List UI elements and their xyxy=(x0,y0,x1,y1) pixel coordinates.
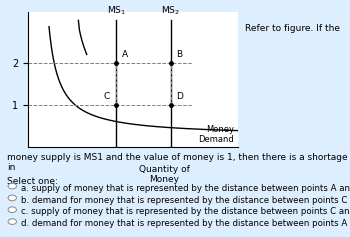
Text: money supply is MS1 and the value of money is 1, then there is a shortage in: money supply is MS1 and the value of mon… xyxy=(7,153,348,172)
Text: MS$_1$: MS$_1$ xyxy=(107,5,126,17)
Text: d. demand for money that is represented by the distance between points A and C.: d. demand for money that is represented … xyxy=(21,219,350,228)
Text: D: D xyxy=(176,92,183,101)
Text: Quantity of
Money: Quantity of Money xyxy=(139,164,190,184)
Text: Refer to figure. If the: Refer to figure. If the xyxy=(245,24,340,33)
Text: a. supply of money that is represented by the distance between points A and C.: a. supply of money that is represented b… xyxy=(21,184,350,193)
Text: C: C xyxy=(104,92,110,101)
Text: B: B xyxy=(176,50,182,59)
Text: Select one:: Select one: xyxy=(7,177,58,186)
Text: Money
Demand: Money Demand xyxy=(198,125,234,144)
Text: MS$_2$: MS$_2$ xyxy=(161,5,180,17)
Text: c. supply of money that is represented by the distance between points C and D.: c. supply of money that is represented b… xyxy=(21,207,350,216)
Text: b. demand for money that is represented by the distance between points C and D.: b. demand for money that is represented … xyxy=(21,196,350,205)
Text: A: A xyxy=(121,50,127,59)
